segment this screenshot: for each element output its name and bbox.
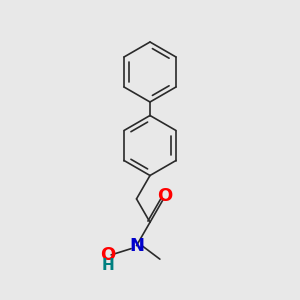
Text: O: O — [100, 246, 116, 264]
Text: N: N — [129, 237, 144, 255]
Text: O: O — [158, 187, 172, 205]
Text: H: H — [102, 258, 115, 273]
